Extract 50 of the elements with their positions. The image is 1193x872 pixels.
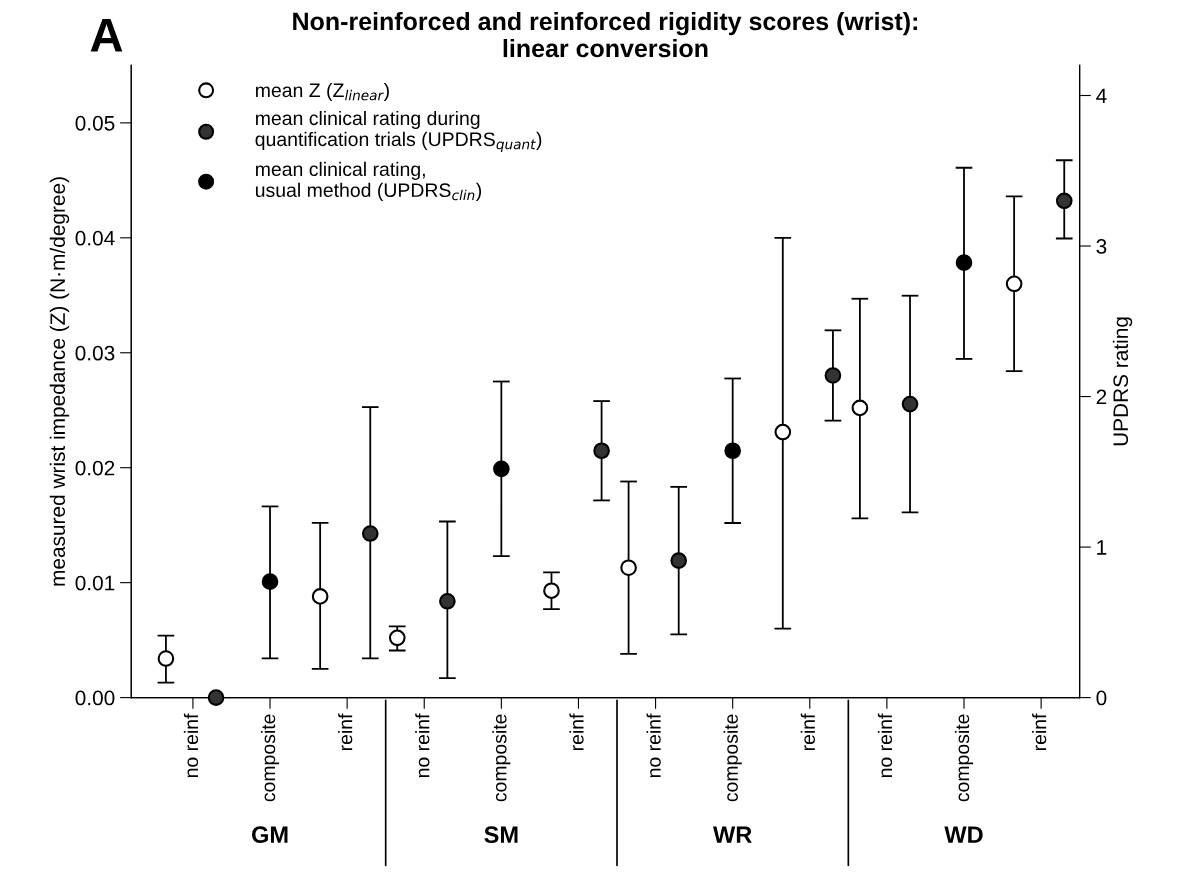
x-tick-label: reinf: [800, 713, 815, 751]
point: [311, 588, 329, 605]
point: [543, 582, 560, 600]
point: [1005, 275, 1023, 293]
point: [901, 395, 919, 413]
text: WD: [944, 826, 983, 843]
point: [157, 650, 175, 667]
y2-tick-label: 2: [1096, 389, 1107, 405]
point: [774, 423, 792, 441]
x-tick-label: reinf: [338, 713, 353, 751]
y2-tick-label: 3: [1096, 239, 1107, 254]
legend-label: mean clinical rating, usual method (UPDRS$_{clin}$): [255, 161, 482, 201]
x-tick-label: composite: [723, 714, 742, 802]
x-tick-label: no reinf: [183, 713, 199, 778]
y-tick-label: 0.04: [75, 230, 115, 246]
x-tick-label: composite: [954, 714, 974, 802]
y-axis-title: measured wrist impedance (Z) (N·m/degree): [49, 177, 70, 586]
x-tick-label: no reinf: [415, 713, 430, 778]
point: [388, 629, 406, 647]
x-tick-label: reinf: [1032, 713, 1047, 751]
y2-axis-title: UPDRS rating: [1112, 317, 1133, 446]
point: [361, 525, 379, 542]
y2-tick-label: 0: [1096, 690, 1107, 706]
x-tick-label: no reinf: [646, 713, 661, 778]
chart-title: Non-reinforced and reinforced rigidity scores (wrist): linear conversion: [293, 11, 918, 58]
x-tick-label: reinf: [569, 713, 584, 751]
point: [851, 399, 869, 417]
y2-tick-label: 4: [1096, 88, 1107, 104]
y-tick-label: 0.02: [75, 460, 115, 476]
y-tick-label: 0.05: [75, 115, 115, 131]
point: [670, 552, 688, 569]
point: [1055, 192, 1073, 210]
text: WR: [713, 826, 752, 843]
text: A: [90, 18, 123, 52]
y-tick-label: 0.00: [75, 690, 115, 706]
text: SM: [484, 826, 518, 844]
y-tick-label: 0.01: [75, 575, 115, 591]
x-tick-label: composite: [492, 714, 511, 802]
legend-label: mean Z (Z$_{linear}$): [256, 82, 389, 102]
point: [824, 367, 842, 384]
x-tick-label: no reinf: [877, 713, 893, 778]
point: [439, 592, 456, 610]
legend-label: mean clinical rating during quantification trials (UPDRS$_{quant}$): [255, 110, 542, 152]
x-tick-label: composite: [260, 714, 280, 802]
point: [207, 689, 225, 706]
point: [620, 559, 637, 577]
y-tick-label: 0.03: [75, 345, 115, 361]
y2-tick-label: 1: [1097, 540, 1107, 555]
point: [593, 442, 610, 460]
text: GM: [251, 826, 288, 844]
